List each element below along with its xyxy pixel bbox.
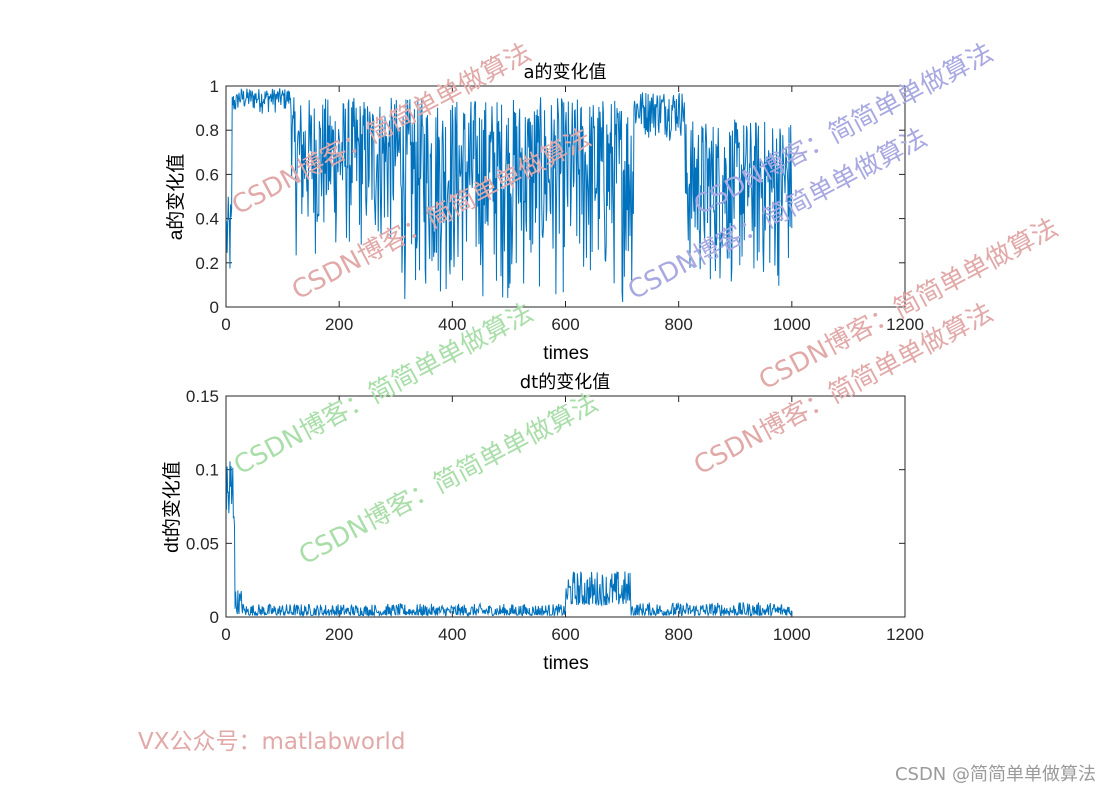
series-a: [226, 88, 793, 303]
y-tick-label: 0: [210, 608, 219, 627]
x-tick-label: 400: [438, 315, 466, 334]
x-tick-label: 400: [438, 625, 466, 644]
y-tick-label: 1: [210, 77, 219, 96]
plot-area-dt: [225, 395, 906, 618]
series-dt: [226, 461, 793, 618]
xlabel-dt: times: [543, 653, 588, 674]
x-tick-label: 0: [221, 315, 230, 334]
ylabel-dt: dt的变化值: [161, 461, 183, 553]
x-tick-label: 200: [325, 625, 353, 644]
x-tick-label: 800: [664, 625, 692, 644]
y-tick-label: 0.05: [186, 534, 219, 553]
y-tick-label: 0.4: [195, 210, 219, 229]
series-line: [226, 88, 793, 303]
x-tick-label: 1000: [773, 315, 811, 334]
x-tick-label: 600: [551, 315, 579, 334]
title-a: a的变化值: [523, 62, 606, 83]
subplot-dt: 0 200 400 600 800 1000 1200 0 0.05 0.1 0.15 dt的变化值…: [161, 372, 924, 674]
csdn-footer: CSDN @简简单单做算法: [894, 764, 1096, 785]
x-tick-label: 1200: [886, 625, 924, 644]
ylabel-a: a的变化值: [165, 154, 187, 241]
x-tick-label: 1200: [886, 315, 924, 334]
y-tick-label: 0.8: [195, 121, 219, 140]
x-tick-label: 200: [325, 315, 353, 334]
ticks-a: 0 200 400 600 800 1000 1200 0 0.2 0.4 0.6 0.8 1: [195, 77, 924, 334]
y-tick-label: 0.6: [195, 165, 219, 184]
ticks-dt: 0 200 400 600 800 1000 1200 0 0.05 0.1 0.15: [186, 387, 924, 644]
y-tick-label: 0.2: [195, 254, 219, 273]
xlabel-a: times: [543, 343, 588, 364]
title-dt: dt的变化值: [520, 372, 610, 393]
y-tick-label: 0.1: [195, 461, 219, 480]
x-tick-label: 600: [551, 625, 579, 644]
y-tick-label: 0.15: [186, 387, 219, 406]
subplot-a: 0 200 400 600 800 1000 1200 0 0.2 0.4 0.6 0.8 1 a的变化…: [165, 62, 924, 364]
x-tick-label: 0: [221, 625, 230, 644]
y-tick-label: 0: [210, 298, 219, 317]
vx-watermark: VX公众号：matlabworld: [138, 729, 406, 755]
x-tick-label: 1000: [773, 625, 811, 644]
x-tick-label: 800: [664, 315, 692, 334]
series-line: [226, 461, 793, 618]
